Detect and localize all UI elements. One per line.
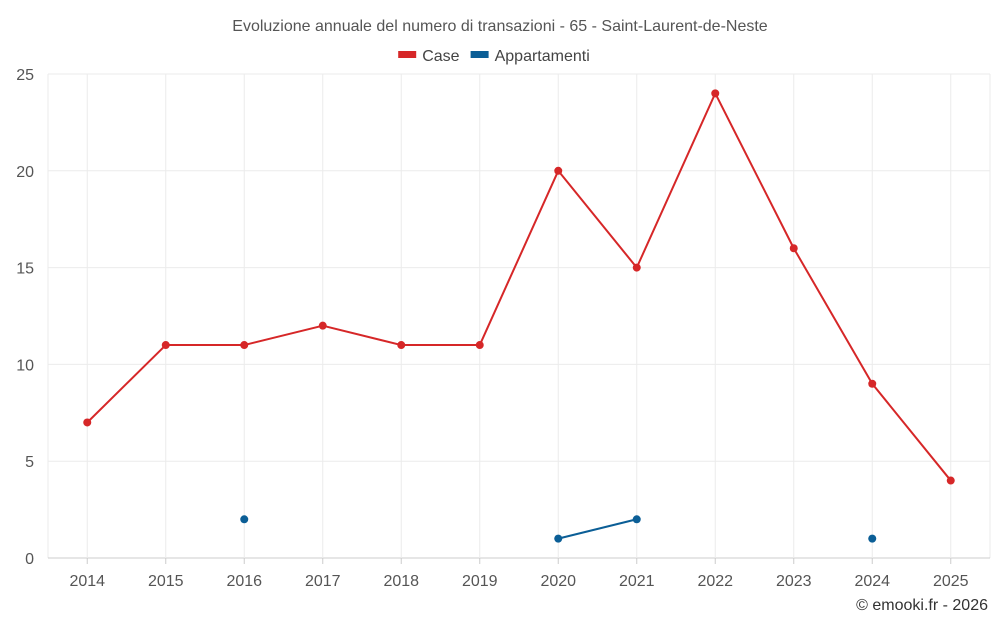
data-point[interactable] — [946, 476, 955, 485]
x-tick-label: 2023 — [776, 573, 812, 590]
legend-label: Appartamenti — [495, 48, 590, 65]
x-tick-label: 2025 — [933, 573, 969, 590]
legend-label: Case — [422, 48, 459, 65]
data-point[interactable] — [868, 534, 877, 543]
data-point[interactable] — [240, 515, 249, 524]
x-tick-label: 2015 — [148, 573, 184, 590]
x-tick-label: 2021 — [619, 573, 655, 590]
y-tick-label: 15 — [16, 261, 34, 278]
data-point[interactable] — [868, 379, 877, 388]
y-axis: 0 5 10 15 20 25 — [16, 67, 34, 568]
y-tick-label: 25 — [16, 67, 34, 84]
series-line — [558, 518, 637, 540]
x-tick-label: 2020 — [540, 573, 576, 590]
data-point[interactable] — [711, 89, 720, 98]
data-point[interactable] — [475, 341, 484, 350]
data-point[interactable] — [554, 534, 563, 543]
x-tick-label: 2024 — [854, 573, 890, 590]
data-point[interactable] — [789, 244, 798, 253]
series-line — [86, 92, 952, 482]
x-tick-label: 2022 — [697, 573, 733, 590]
y-tick-label: 20 — [16, 164, 34, 181]
series-appartamenti — [240, 515, 877, 543]
data-point[interactable] — [161, 341, 170, 350]
data-point[interactable] — [397, 341, 406, 350]
data-point[interactable] — [632, 263, 641, 272]
legend-swatch — [398, 51, 417, 58]
series-layer — [83, 89, 955, 543]
x-tick-label: 2014 — [69, 573, 105, 590]
x-tick-label: 2016 — [226, 573, 262, 590]
data-point[interactable] — [83, 418, 92, 427]
legend-item-appartamenti[interactable]: Appartamenti — [470, 48, 590, 65]
data-point[interactable] — [632, 515, 641, 524]
series-case — [83, 89, 955, 485]
data-point[interactable] — [240, 341, 249, 350]
y-tick-label: 10 — [16, 357, 34, 374]
legend: Case Appartamenti — [398, 48, 590, 65]
legend-swatch — [470, 51, 489, 58]
x-axis: 2014 2015 2016 2017 2018 2019 2020 2021 2022 2023… — [69, 558, 969, 590]
data-point[interactable] — [318, 321, 327, 330]
legend-item-case[interactable]: Case — [398, 48, 460, 65]
x-tick-label: 2018 — [383, 573, 419, 590]
y-tick-label: 0 — [25, 551, 34, 568]
credit-text: © emooki.fr - 2026 — [856, 597, 988, 614]
y-tick-label: 5 — [25, 454, 34, 471]
x-tick-label: 2019 — [462, 573, 498, 590]
data-point[interactable] — [554, 166, 563, 175]
chart-title: Evoluzione annuale del numero di transaz… — [232, 18, 768, 35]
grid — [47, 73, 991, 559]
x-tick-label: 2017 — [305, 573, 341, 590]
